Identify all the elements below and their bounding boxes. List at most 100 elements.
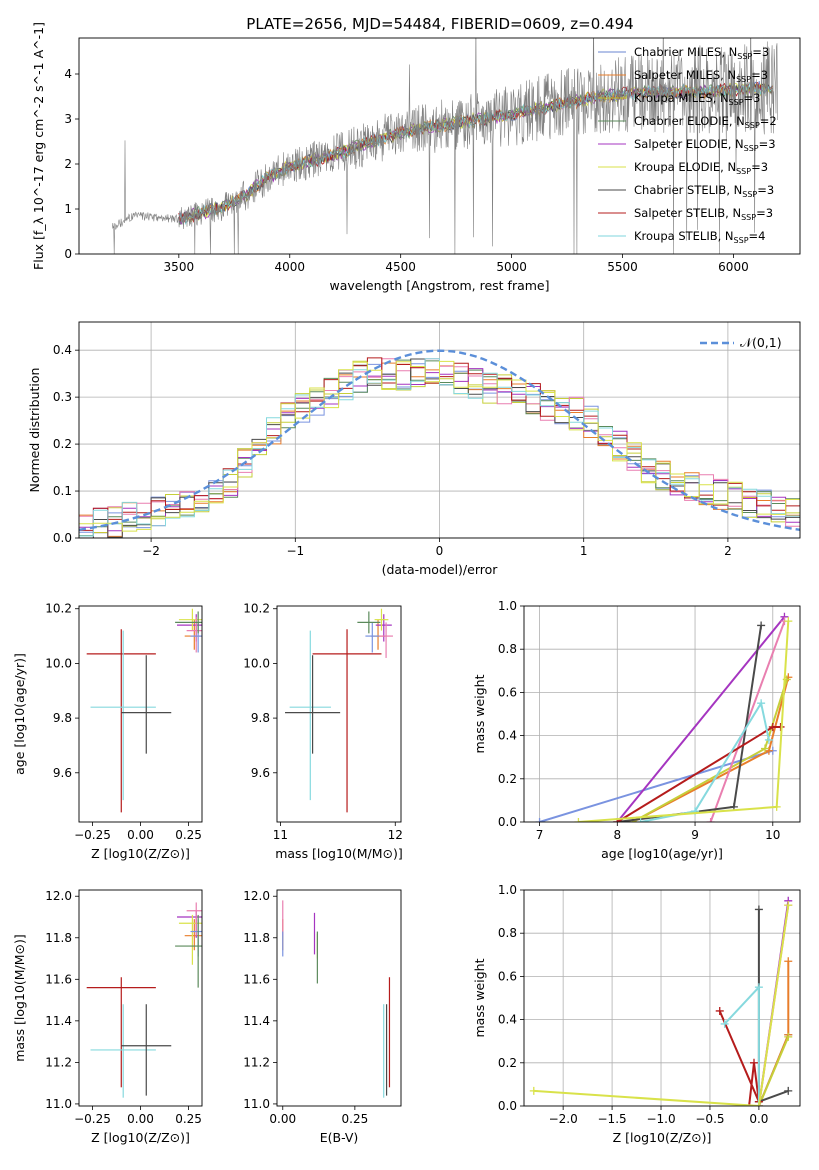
y-tick-label: 11.6 <box>45 972 72 986</box>
mass-weight-marker <box>754 983 763 992</box>
mass-weight-marker <box>754 1102 763 1106</box>
y-tick-label: 0.4 <box>498 729 517 743</box>
y-tick-label: 1.0 <box>498 599 517 613</box>
x-tick-label: −2 <box>142 544 160 558</box>
y-tick-label: 10.0 <box>45 656 72 670</box>
error-bar-point <box>175 914 202 988</box>
y-tick-label: 11.0 <box>45 1097 72 1111</box>
error-bar-point <box>184 919 202 951</box>
x-tick-label: −0.25 <box>74 828 111 842</box>
mass-weight-marker <box>772 802 781 811</box>
error-bar-point <box>312 629 382 813</box>
panel-spectrum: 3500 4000 4500 5000 5500 6000 0 1 2 3 4 wavelength … <box>31 22 801 293</box>
x-tick-label: 0.25 <box>175 1112 202 1126</box>
y-tick-label: 12.0 <box>45 889 72 903</box>
y-axis-label: Flux [f_λ 10^-17 erg cm^-2 s^-1 A^-1] <box>31 22 46 270</box>
mass-weight-marker <box>636 818 645 822</box>
axes-frame <box>523 889 801 1107</box>
y-tick-label: 0.8 <box>498 926 517 940</box>
mass-weight-marker <box>784 1032 793 1041</box>
panel-mass-weight-vs-Z: −2.0 −1.5 −1.0 −0.5 0.0 0.0 0.2 0.4 0.6 0.8 1.0 Z [… <box>472 883 801 1145</box>
error-bar-point <box>86 977 156 1088</box>
mass-weight-marker <box>784 617 793 626</box>
y-axis-label: mass weight <box>472 674 487 753</box>
y-tick-label: 10.2 <box>45 602 72 616</box>
y-tick-label: 0 <box>64 247 72 261</box>
y-tick-label: 0.2 <box>53 437 72 451</box>
x-tick-label: 0 <box>436 544 444 558</box>
error-bar-point <box>371 619 385 650</box>
x-tick-label: 8 <box>613 828 621 842</box>
error-bar-point <box>289 630 331 801</box>
plot-area <box>524 890 800 1106</box>
axes-frame <box>276 605 402 823</box>
mass-weight-line <box>616 616 786 822</box>
panel-residual-distribution: −2 −1 0 1 2 0.0 0.1 0.2 0.3 0.4 (data-model)/error… <box>27 321 801 577</box>
mass-weight-line <box>718 1010 760 1106</box>
error-bar-point <box>184 619 202 650</box>
x-tick-label: 1 <box>580 544 588 558</box>
mass-weight-marker <box>757 621 766 630</box>
y-tick-label: 0.2 <box>498 1056 517 1070</box>
panel-age-vs-mass: 11 12 9.6 9.8 10.0 10.2 mass [log10(M/M⊙)] <box>243 602 403 861</box>
x-tick-label: 12 <box>388 828 403 842</box>
mass-weight-marker <box>574 818 583 822</box>
y-tick-label: 11.2 <box>45 1055 72 1069</box>
legend-entry: Chabrier MILES, NSSP=3 <box>634 45 769 61</box>
error-bar-point <box>90 630 156 801</box>
x-tick-label: 3500 <box>164 260 195 274</box>
y-tick-label: 0.4 <box>53 343 72 357</box>
y-tick-label: 0.8 <box>498 642 517 656</box>
y-tick-label: 11.4 <box>243 1014 270 1028</box>
x-tick-label: 9 <box>691 828 699 842</box>
x-tick-label: −2.0 <box>549 1112 578 1126</box>
x-tick-label: 0.00 <box>127 828 154 842</box>
error-bar-point <box>175 611 202 634</box>
y-axis-label: mass weight <box>472 958 487 1037</box>
y-tick-label: 0.3 <box>53 390 72 404</box>
mass-weight-marker <box>784 901 793 910</box>
legend: Chabrier MILES, NSSP=3 Salpeter MILES, NS… <box>598 45 777 245</box>
y-tick-label: 11.6 <box>243 972 270 986</box>
x-axis-label: Z [log10(Z/Z⊙)] <box>91 846 190 861</box>
plot-area <box>285 608 393 813</box>
x-tick-label: 5000 <box>496 260 527 274</box>
axes-frame <box>78 605 203 823</box>
figure-title: PLATE=2656, MJD=54484, FIBERID=0609, z=0… <box>246 15 633 33</box>
x-tick-label: 4500 <box>385 260 416 274</box>
error-bar-point <box>379 622 393 658</box>
plot-area <box>524 606 800 822</box>
y-tick-label: 0.0 <box>53 531 72 545</box>
y-tick-label: 0.4 <box>498 1013 517 1027</box>
plot-area <box>86 902 202 1098</box>
error-bar-point <box>186 902 202 936</box>
y-tick-label: 11.4 <box>45 1014 72 1028</box>
x-tick-label: 2 <box>724 544 732 558</box>
mass-weight-marker <box>535 818 544 822</box>
residual-histogram <box>79 360 800 538</box>
mass-weight-line <box>757 961 790 1106</box>
y-tick-label: 0.2 <box>498 772 517 786</box>
plot-area <box>112 38 778 254</box>
y-axis-label: age [log10(age/yr)] <box>12 653 27 775</box>
y-tick-label: 11.2 <box>243 1055 270 1069</box>
x-tick-label: 5500 <box>607 260 638 274</box>
y-tick-label: 1.0 <box>498 883 517 897</box>
error-bar-point <box>365 622 380 653</box>
error-bar-point <box>121 1004 172 1096</box>
mass-weight-marker <box>757 699 766 708</box>
mass-weight-marker <box>768 722 777 731</box>
y-tick-label: 0.6 <box>498 685 517 699</box>
legend-entry: Kroupa MILES, NSSP=3 <box>634 91 760 107</box>
mass-weight-marker <box>761 744 770 753</box>
mass-weight-marker <box>529 1086 538 1095</box>
y-tick-label: 10.2 <box>243 602 270 616</box>
axes-frame <box>78 889 203 1107</box>
legend-entry: Salpeter ELODIE, NSSP=3 <box>634 137 776 153</box>
normal-curve <box>79 349 800 531</box>
y-axis-label: Normed distribution <box>27 368 42 493</box>
mass-weight-marker <box>764 735 773 744</box>
error-bar-point <box>86 629 156 813</box>
x-tick-label: 4000 <box>274 260 305 274</box>
y-tick-label: 9.8 <box>251 711 270 725</box>
